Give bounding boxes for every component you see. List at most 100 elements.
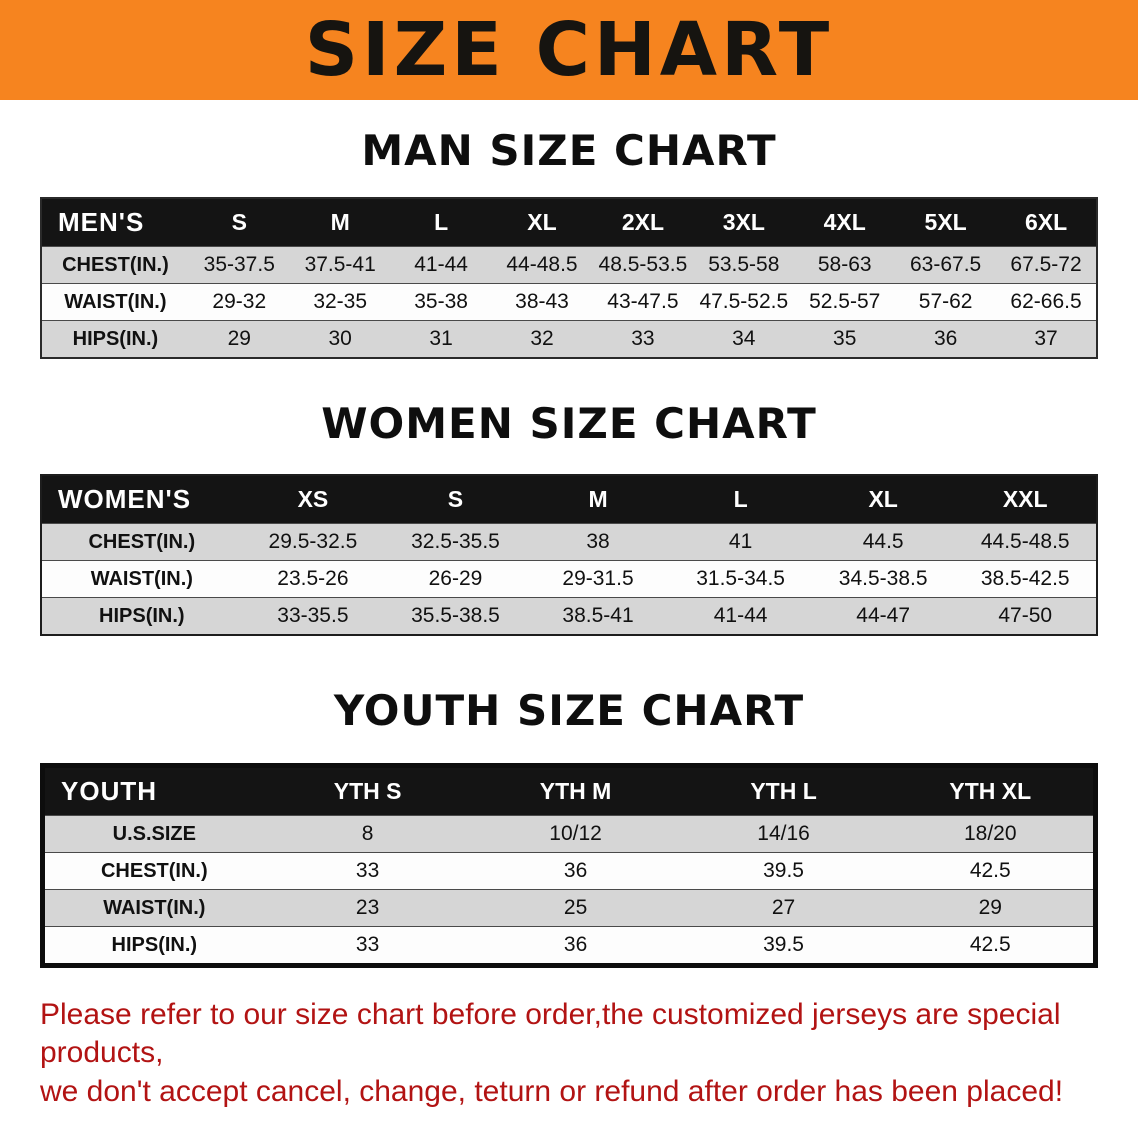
size-value-cell: 38-43	[491, 283, 593, 321]
size-value-cell: 37	[996, 320, 1097, 358]
size-value-cell: 44.5	[811, 523, 955, 561]
measurement-row: HIPS(IN.) 33-35.5 35.5-38.5 38.5-41 41-44 44-…	[41, 597, 1097, 635]
size-column-header: 5XL	[895, 198, 997, 247]
size-value-cell: 33	[263, 852, 472, 890]
table-header-row: YOUTH YTH S YTH M YTH L YTH XL	[42, 765, 1096, 816]
size-value-cell: 23.5-26	[241, 560, 385, 598]
measurement-row: WAIST(IN.) 23.5-26 26-29 29-31.5 31.5-34.5 34…	[41, 560, 1097, 598]
size-value-cell: 37.5-41	[289, 246, 391, 284]
measurement-row: CHEST(IN.) 33 36 39.5 42.5	[42, 852, 1096, 890]
size-value-cell: 35-38	[390, 283, 492, 321]
measurement-row: U.S.SIZE 8 10/12 14/16 18/20	[42, 815, 1096, 853]
table-header-row: MEN'S S M L XL 2XL 3XL 4XL 5XL 6XL	[41, 198, 1097, 247]
size-value-cell: 31.5-34.5	[669, 560, 812, 598]
size-value-cell: 36	[471, 852, 680, 890]
size-value-cell: 44-47	[811, 597, 955, 635]
row-label-cell: HIPS(IN.)	[42, 926, 264, 966]
size-column-header: M	[289, 198, 391, 247]
size-value-cell: 30	[289, 320, 391, 358]
size-value-cell: 29-32	[188, 283, 290, 321]
size-column-header: YTH M	[471, 765, 680, 816]
size-value-cell: 43-47.5	[592, 283, 694, 321]
table-title-cell: MEN'S	[41, 198, 189, 247]
size-column-header: L	[390, 198, 492, 247]
row-label-cell: U.S.SIZE	[42, 815, 264, 853]
size-value-cell: 36	[895, 320, 997, 358]
row-label-cell: CHEST(IN.)	[41, 246, 189, 284]
size-value-cell: 31	[390, 320, 492, 358]
page-title: SIZE CHART	[304, 7, 834, 93]
size-value-cell: 53.5-58	[693, 246, 795, 284]
size-value-cell: 33	[263, 926, 472, 966]
row-label-cell: HIPS(IN.)	[41, 597, 242, 635]
size-column-header: YTH S	[263, 765, 472, 816]
youth-size-table: YOUTH YTH S YTH M YTH L YTH XL U.S.SIZE 8 10/12…	[40, 763, 1098, 968]
size-value-cell: 26-29	[384, 560, 527, 598]
banner: SIZE CHART	[0, 0, 1138, 100]
size-column-header: YTH L	[679, 765, 888, 816]
size-value-cell: 14/16	[679, 815, 888, 853]
youth-section-heading: YOUTH SIZE CHART	[333, 686, 805, 735]
measurement-row: WAIST(IN.) 23 25 27 29	[42, 889, 1096, 927]
size-value-cell: 63-67.5	[895, 246, 997, 284]
measurement-row: CHEST(IN.) 29.5-32.5 32.5-35.5 38 41 44.5 44.5…	[41, 523, 1097, 561]
size-value-cell: 23	[263, 889, 472, 927]
size-value-cell: 35.5-38.5	[384, 597, 527, 635]
size-column-header: XXL	[954, 475, 1097, 524]
measurement-row: WAIST(IN.) 29-32 32-35 35-38 38-43 43-47.5 47.…	[41, 283, 1097, 321]
size-value-cell: 47.5-52.5	[693, 283, 795, 321]
women-section-heading: WOMEN SIZE CHART	[321, 399, 817, 448]
size-value-cell: 25	[471, 889, 680, 927]
size-value-cell: 32-35	[289, 283, 391, 321]
size-value-cell: 67.5-72	[996, 246, 1097, 284]
women-size-section: WOMEN SIZE CHART WOMEN'S XS S M L XL XXL CHEST(…	[0, 399, 1138, 636]
size-value-cell: 57-62	[895, 283, 997, 321]
size-value-cell: 42.5	[887, 926, 1096, 966]
disclaimer-line-1: Please refer to our size chart before or…	[40, 998, 1061, 1070]
table-header-row: WOMEN'S XS S M L XL XXL	[41, 475, 1097, 524]
size-column-header: 6XL	[996, 198, 1097, 247]
size-column-header: S	[188, 198, 290, 247]
youth-size-section: YOUTH SIZE CHART YOUTH YTH S YTH M YTH L YTH…	[0, 686, 1138, 968]
size-value-cell: 10/12	[471, 815, 680, 853]
size-value-cell: 34	[693, 320, 795, 358]
disclaimer-text: Please refer to our size chart before or…	[40, 996, 1098, 1111]
row-label-cell: WAIST(IN.)	[42, 889, 264, 927]
size-value-cell: 35	[794, 320, 896, 358]
size-column-header: 3XL	[693, 198, 795, 247]
row-label-cell: CHEST(IN.)	[41, 523, 242, 561]
size-value-cell: 34.5-38.5	[811, 560, 955, 598]
size-value-cell: 41-44	[669, 597, 812, 635]
size-value-cell: 32	[491, 320, 593, 358]
size-column-header: YTH XL	[887, 765, 1096, 816]
size-value-cell: 38.5-41	[526, 597, 670, 635]
size-value-cell: 38.5-42.5	[954, 560, 1097, 598]
row-label-cell: HIPS(IN.)	[41, 320, 189, 358]
size-value-cell: 18/20	[887, 815, 1096, 853]
size-column-header: 4XL	[794, 198, 896, 247]
men-section-heading: MAN SIZE CHART	[361, 126, 777, 175]
table-title-cell: YOUTH	[42, 765, 264, 816]
size-value-cell: 39.5	[679, 852, 888, 890]
disclaimer-line-2: we don't accept cancel, change, teturn o…	[40, 1074, 1064, 1108]
size-value-cell: 47-50	[954, 597, 1097, 635]
size-value-cell: 41	[669, 523, 812, 561]
size-value-cell: 29-31.5	[526, 560, 670, 598]
size-value-cell: 33	[592, 320, 694, 358]
size-value-cell: 35-37.5	[188, 246, 290, 284]
row-label-cell: WAIST(IN.)	[41, 283, 189, 321]
size-value-cell: 36	[471, 926, 680, 966]
size-value-cell: 38	[526, 523, 670, 561]
size-column-header: XL	[491, 198, 593, 247]
size-column-header: 2XL	[592, 198, 694, 247]
size-value-cell: 52.5-57	[794, 283, 896, 321]
size-value-cell: 48.5-53.5	[592, 246, 694, 284]
measurement-row: HIPS(IN.) 29 30 31 32 33 34 35 36 37	[41, 320, 1097, 358]
size-value-cell: 29	[887, 889, 1096, 927]
size-column-header: XL	[811, 475, 955, 524]
measurement-row: HIPS(IN.) 33 36 39.5 42.5	[42, 926, 1096, 966]
men-size-table: MEN'S S M L XL 2XL 3XL 4XL 5XL 6XL CHEST(IN.) 35-37…	[40, 197, 1098, 359]
row-label-cell: CHEST(IN.)	[42, 852, 264, 890]
size-column-header: XS	[241, 475, 385, 524]
